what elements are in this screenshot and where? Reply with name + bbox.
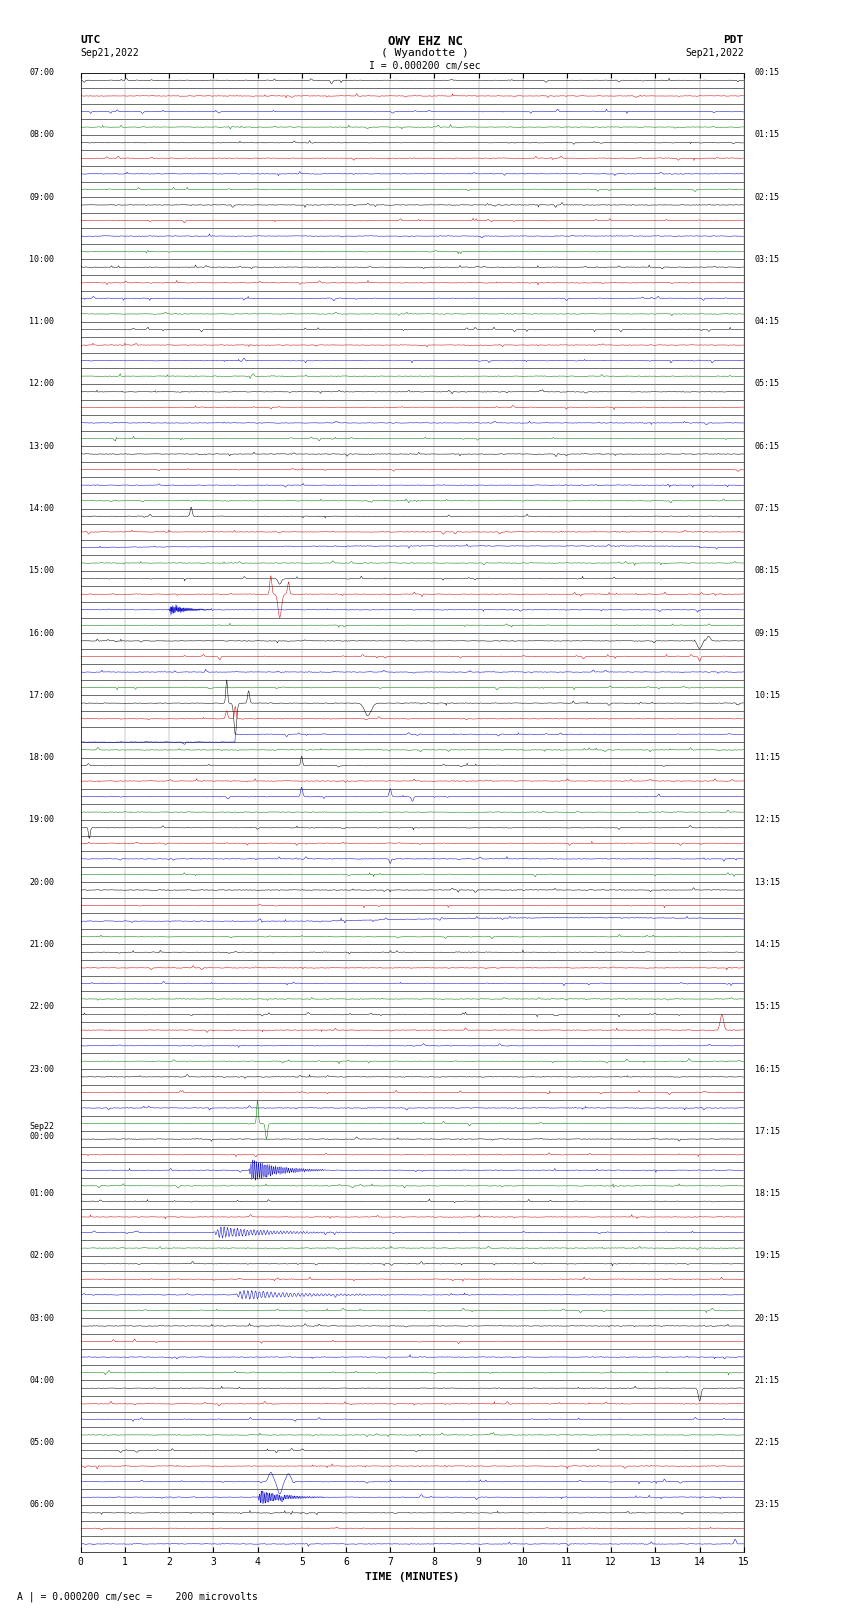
- Text: 08:15: 08:15: [755, 566, 779, 576]
- Text: 21:00: 21:00: [29, 940, 54, 948]
- Text: 07:00: 07:00: [29, 68, 54, 77]
- Text: ( Wyandotte ): ( Wyandotte ): [381, 48, 469, 58]
- X-axis label: TIME (MINUTES): TIME (MINUTES): [365, 1573, 460, 1582]
- Text: OWY EHZ NC: OWY EHZ NC: [388, 35, 462, 48]
- Text: 01:00: 01:00: [29, 1189, 54, 1198]
- Text: 06:00: 06:00: [29, 1500, 54, 1510]
- Text: 03:00: 03:00: [29, 1313, 54, 1323]
- Text: 06:15: 06:15: [755, 442, 779, 450]
- Text: A | = 0.000200 cm/sec =    200 microvolts: A | = 0.000200 cm/sec = 200 microvolts: [17, 1590, 258, 1602]
- Text: 00:15: 00:15: [755, 68, 779, 77]
- Text: 09:00: 09:00: [29, 192, 54, 202]
- Text: 04:15: 04:15: [755, 318, 779, 326]
- Text: 13:15: 13:15: [755, 877, 779, 887]
- Text: 16:15: 16:15: [755, 1065, 779, 1074]
- Text: 15:15: 15:15: [755, 1002, 779, 1011]
- Text: 02:00: 02:00: [29, 1252, 54, 1260]
- Text: Sep21,2022: Sep21,2022: [81, 48, 139, 58]
- Text: 23:00: 23:00: [29, 1065, 54, 1074]
- Text: 16:00: 16:00: [29, 629, 54, 637]
- Text: 08:00: 08:00: [29, 131, 54, 139]
- Text: 07:15: 07:15: [755, 503, 779, 513]
- Text: 02:15: 02:15: [755, 192, 779, 202]
- Text: UTC: UTC: [81, 35, 101, 45]
- Text: 10:15: 10:15: [755, 690, 779, 700]
- Text: 11:00: 11:00: [29, 318, 54, 326]
- Text: 22:15: 22:15: [755, 1439, 779, 1447]
- Text: 18:15: 18:15: [755, 1189, 779, 1198]
- Text: 15:00: 15:00: [29, 566, 54, 576]
- Text: 04:00: 04:00: [29, 1376, 54, 1386]
- Text: 13:00: 13:00: [29, 442, 54, 450]
- Text: 22:00: 22:00: [29, 1002, 54, 1011]
- Text: 23:15: 23:15: [755, 1500, 779, 1510]
- Text: 19:00: 19:00: [29, 816, 54, 824]
- Text: I = 0.000200 cm/sec: I = 0.000200 cm/sec: [369, 61, 481, 71]
- Text: 21:15: 21:15: [755, 1376, 779, 1386]
- Text: 17:00: 17:00: [29, 690, 54, 700]
- Text: 19:15: 19:15: [755, 1252, 779, 1260]
- Text: 20:00: 20:00: [29, 877, 54, 887]
- Text: 20:15: 20:15: [755, 1313, 779, 1323]
- Text: 14:15: 14:15: [755, 940, 779, 948]
- Text: 11:15: 11:15: [755, 753, 779, 763]
- Text: 18:00: 18:00: [29, 753, 54, 763]
- Text: 14:00: 14:00: [29, 503, 54, 513]
- Text: Sep21,2022: Sep21,2022: [685, 48, 744, 58]
- Text: 01:15: 01:15: [755, 131, 779, 139]
- Text: 09:15: 09:15: [755, 629, 779, 637]
- Text: 17:15: 17:15: [755, 1127, 779, 1136]
- Text: 03:15: 03:15: [755, 255, 779, 265]
- Text: 05:00: 05:00: [29, 1439, 54, 1447]
- Text: 10:00: 10:00: [29, 255, 54, 265]
- Text: 12:00: 12:00: [29, 379, 54, 389]
- Text: 05:15: 05:15: [755, 379, 779, 389]
- Text: Sep22
00:00: Sep22 00:00: [29, 1121, 54, 1140]
- Text: 12:15: 12:15: [755, 816, 779, 824]
- Text: PDT: PDT: [723, 35, 744, 45]
